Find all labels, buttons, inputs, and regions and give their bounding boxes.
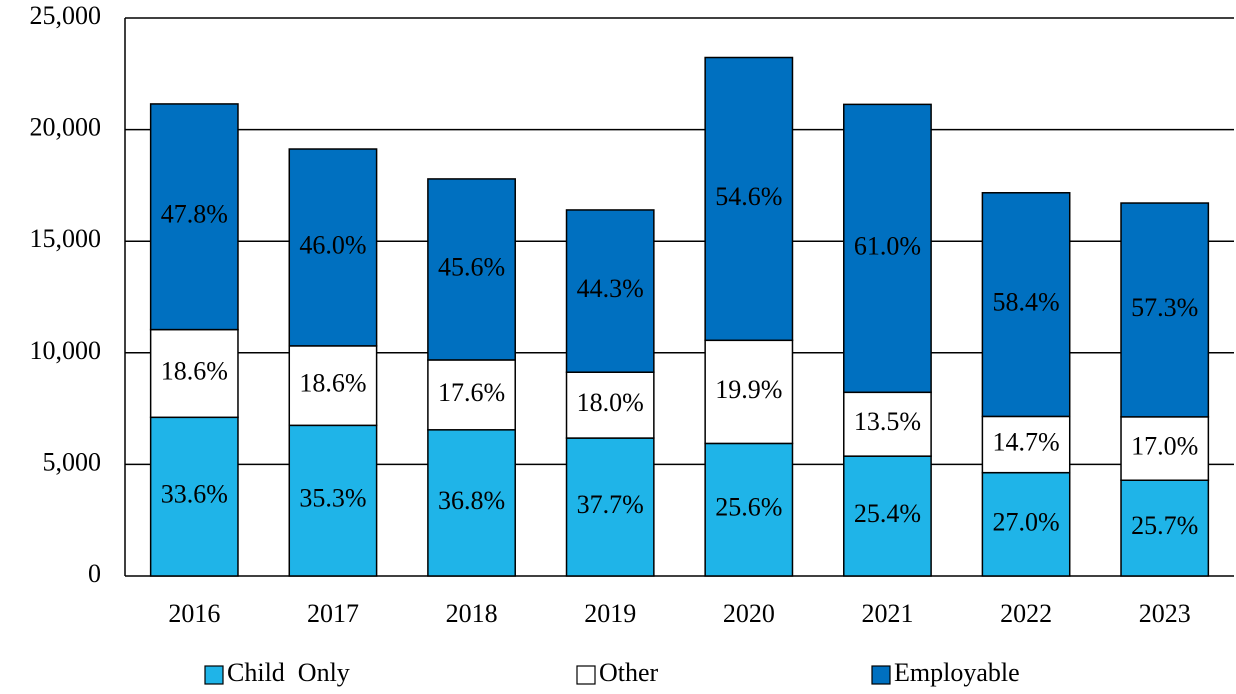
legend-swatch [576, 665, 596, 685]
bar-segment [149, 328, 239, 419]
legend-swatch [204, 665, 224, 685]
data-label: 13.5% [854, 407, 921, 436]
data-label: 17.0% [1131, 432, 1198, 461]
y-tick-label: 10,000 [30, 336, 102, 365]
legend-label: Employable [894, 658, 1020, 687]
data-label: 61.0% [854, 231, 921, 260]
bar-segment [149, 416, 239, 577]
y-tick-label: 0 [88, 559, 101, 588]
data-label: 18.6% [161, 356, 228, 385]
bar-segment [427, 429, 516, 577]
data-label: 47.8% [161, 200, 228, 229]
bar-segment [1120, 202, 1210, 418]
bar-segment [565, 437, 655, 577]
data-label: 18.6% [299, 369, 366, 398]
data-label: 25.6% [715, 493, 782, 522]
x-tick-label: 2020 [723, 599, 775, 628]
bar-segment [288, 148, 378, 347]
y-tick-label: 20,000 [30, 113, 102, 142]
x-tick-label: 2016 [168, 599, 220, 628]
bar-segment [288, 424, 378, 577]
data-label: 18.0% [577, 388, 644, 417]
bar-segment [704, 56, 794, 342]
legend-swatch [871, 665, 891, 685]
bar-segment [565, 209, 655, 373]
bar-segment [981, 471, 1071, 577]
bar-segment [843, 103, 932, 394]
data-label: 58.4% [992, 288, 1059, 317]
data-label: 45.6% [438, 252, 505, 281]
legend-label: Child Only [227, 658, 350, 687]
data-label: 17.6% [438, 378, 505, 407]
data-label: 54.6% [715, 182, 782, 211]
data-label: 44.3% [577, 274, 644, 303]
y-tick-label: 5,000 [43, 447, 102, 476]
data-label: 33.6% [161, 480, 228, 509]
x-tick-label: 2022 [1000, 599, 1052, 628]
bar-segment [288, 345, 378, 427]
bar-segment [427, 359, 516, 431]
x-tick-label: 2017 [307, 599, 359, 628]
data-label: 57.3% [1131, 293, 1198, 322]
bar-segment [565, 371, 655, 439]
x-tick-label: 2021 [861, 599, 913, 628]
x-tick-label: 2023 [1139, 599, 1191, 628]
data-label: 46.0% [299, 230, 366, 259]
data-label: 35.3% [299, 484, 366, 513]
data-label: 27.0% [992, 507, 1059, 536]
data-label: 36.8% [438, 486, 505, 515]
data-label: 25.4% [854, 499, 921, 528]
bar-segment [1120, 416, 1210, 481]
bar-segment [843, 455, 932, 577]
bar-segment [149, 103, 239, 331]
bar-segment [704, 442, 794, 577]
y-tick-label: 25,000 [30, 1, 102, 30]
y-tick-label: 15,000 [30, 224, 102, 253]
bar-segment [981, 192, 1071, 418]
data-label: 25.7% [1131, 511, 1198, 540]
bar-segment [981, 415, 1071, 474]
data-label: 37.7% [577, 490, 644, 519]
bar-segment [704, 339, 794, 445]
x-tick-label: 2018 [446, 599, 498, 628]
data-label: 14.7% [992, 428, 1059, 457]
bar-segment [427, 178, 516, 361]
x-tick-label: 2019 [584, 599, 636, 628]
data-label: 19.9% [715, 375, 782, 404]
bar-segment [1120, 479, 1210, 577]
legend-label: Other [599, 658, 659, 687]
bar-segment [843, 391, 932, 457]
